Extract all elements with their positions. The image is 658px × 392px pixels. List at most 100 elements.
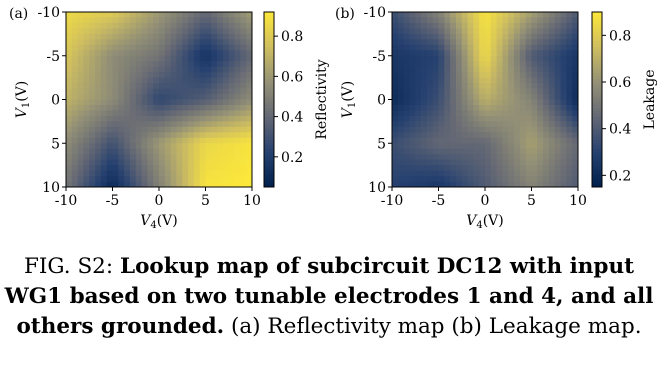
heatmap-cell [193,99,201,106]
heatmap-cell [508,22,515,29]
colorbar-segment [592,117,602,121]
heatmap-cell [240,28,247,35]
heatmap-cell [397,110,405,117]
heatmap-cell [217,55,224,62]
heatmap-cell [502,55,509,62]
heatmap-cell [71,170,79,177]
heatmap-cell [490,88,498,95]
heatmap-cell [182,143,189,150]
heatmap-cell [211,61,218,68]
heatmap-cell [83,132,90,139]
heatmap-cell [188,121,195,128]
heatmap-cell [170,170,177,177]
heatmap-cell [421,126,428,133]
heatmap-cell [473,94,480,100]
heatmap-cell [467,39,474,46]
heatmap-cell [211,72,218,79]
heatmap-cell [182,39,189,46]
heatmap-cell [525,66,532,73]
heatmap-cell [129,126,137,133]
heatmap-cell [485,94,492,100]
heatmap-cell [141,176,148,182]
heatmap-cell [537,110,544,117]
heatmap-cell [217,181,224,188]
heatmap-cell [392,94,399,100]
heatmap-cell [124,44,131,51]
heatmap-cell [66,55,73,62]
heatmap-cell [89,55,96,62]
heatmap-cell [537,12,544,18]
heatmap-cell [89,94,96,100]
heatmap-cell [193,17,201,24]
heatmap-cell [473,99,480,106]
heatmap-cell [537,165,544,171]
heatmap-cell [77,33,84,40]
heatmap-cell [83,115,90,122]
heatmap-cell [118,77,125,84]
heatmap-cell [193,132,201,139]
heatmap-cell [450,72,457,79]
heatmap-cell [129,94,137,100]
heatmap-cell [199,148,206,155]
colorbar-segment [264,23,274,27]
heatmap-cell [89,83,96,89]
heatmap-cell [153,104,160,111]
heatmap-cell [100,77,108,84]
heatmap-cell [222,176,230,182]
heatmap-cell [461,143,468,150]
heatmap-cell [182,83,189,89]
heatmap-cell [199,55,206,62]
colorbar-segment [592,105,602,109]
heatmap-cell [432,148,439,155]
heatmap-cell [572,176,579,182]
heatmap-cell [461,126,468,133]
heatmap-cell [240,17,247,24]
heatmap-cell [548,44,556,51]
heatmap-cell [525,12,532,18]
heatmap-cell [519,176,527,182]
heatmap-cell [548,33,556,40]
heatmap-cell [485,88,492,95]
heatmap-cell [525,99,532,106]
heatmap-cell [95,17,102,24]
heatmap-cell [211,154,218,161]
heatmap-cell [217,165,224,171]
heatmap-cell [572,132,579,139]
heatmap-cell [461,148,468,155]
heatmap-cell [211,104,218,111]
heatmap-cell [548,83,556,89]
heatmap-cell [211,77,218,84]
heatmap-cell [95,28,102,35]
heatmap-cell [159,88,166,95]
heatmap-cell [176,94,183,100]
heatmap-cell [392,61,399,68]
heatmap-cell [502,66,509,73]
heatmap-cell [415,28,422,35]
heatmap-cell [415,72,422,79]
heatmap-cell [502,83,509,89]
heatmap-cell [421,66,428,73]
heatmap-cell [554,115,561,122]
heatmap-cell [135,165,142,171]
heatmap-cell [426,77,434,84]
heatmap-cell [129,115,137,122]
heatmap-cell [531,33,538,40]
heatmap-cell [112,44,119,51]
heatmap-cell [490,94,498,100]
heatmap-cell [164,126,172,133]
heatmap-cell [519,110,527,117]
heatmap-cell [182,165,189,171]
heatmap-cell [153,99,160,106]
heatmap-cell [514,121,521,128]
heatmap-cell [554,72,561,79]
heatmap-cell [217,110,224,117]
heatmap-cell [217,17,224,24]
heatmap-cell [211,165,218,171]
heatmap-cell [240,88,247,95]
heatmap-cell [77,115,84,122]
heatmap-cell [548,99,556,106]
heatmap-cell [164,66,172,73]
heatmap-cell [147,143,154,150]
heatmap-cell [432,154,439,161]
heatmap-cell [228,61,235,68]
